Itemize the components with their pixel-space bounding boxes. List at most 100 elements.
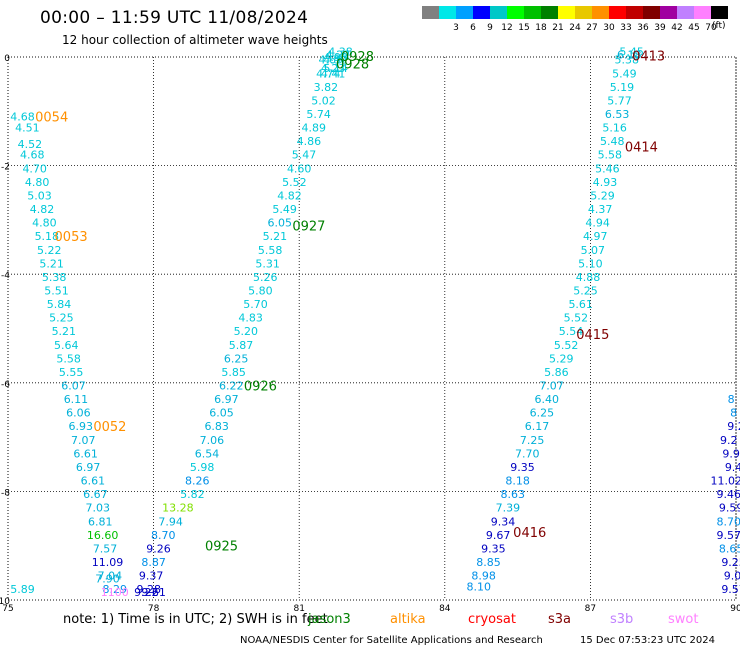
pass-number-label: 0928 [341,50,374,65]
wave-height-value: 4.74 [316,67,341,80]
wave-height-value: 4.23 [321,62,346,75]
lat-tick-label: -10 [0,597,10,607]
color-scale-swatch [643,6,660,19]
pass-number-label: 0416 [513,526,546,541]
lon-tick-label: 78 [148,604,160,614]
pass-number-label: 0415 [576,328,609,343]
wave-height-value: 8.29 [103,583,128,596]
wave-height-value: 4.80 [32,217,57,230]
wave-height-value: 6.18 [617,48,642,61]
wave-height-value: 8.87 [141,556,166,569]
lon-tick-label: 75 [2,604,13,614]
note-text: note: 1) Time is in UTC; 2) SWH is in fe… [63,612,328,627]
map-subtitle: 12 hour collection of altimeter wave hei… [62,33,328,47]
pass-number-label: 0054 [35,111,68,126]
pass-number-label: 0925 [205,540,238,555]
wave-height-value: 8.98 [471,570,496,583]
wave-height-value: 6.83 [204,420,229,433]
wave-height-value: 8.63 [500,488,525,501]
wave-height-value: 5.49 [272,203,297,216]
wave-height-value: 6.81 [88,515,113,528]
wave-height-value: 8.70 [151,529,176,542]
wave-height-value: 9.67 [486,529,511,542]
wave-height-value: 5.22 [37,244,62,257]
wave-height-value: 5.46 [595,162,620,175]
wave-height-value: 6.05 [268,217,293,230]
wave-height-value: 5.54 [559,325,584,338]
color-scale-label: 9 [487,23,493,33]
wave-height-value: 5.31 [255,257,280,270]
pass-number-label: 0413 [632,49,665,64]
mission-cryosat: cryosat [468,612,516,627]
pass-number-label: 0927 [292,219,325,234]
pass-number-label: 0052 [93,420,126,435]
color-scale-swatch [609,6,626,19]
wave-height-value: 9.46 [716,488,740,501]
wave-height-value: 8 [730,407,737,420]
mission-s3a: s3a [548,612,572,627]
color-scale-label: 33 [620,23,631,33]
wave-height-value: 4.94 [585,217,610,230]
color-scale-swatch [456,6,473,19]
wave-height-value: 5.38 [42,271,67,284]
wave-height-value: 9.59 [719,502,740,515]
wave-height-value: 6.05 [209,407,234,420]
wave-height-value: 6.97 [76,461,101,474]
wave-height-value: 5.58 [258,244,283,257]
wave-height-value: 6.25 [530,407,555,420]
color-scale-label: 3 [453,23,459,33]
wave-height-value: 5.29 [590,189,615,202]
map-title: 00:00 – 11:59 UTC 11/08/2024 [40,8,309,28]
wave-height-value: 5.82 [180,488,205,501]
wave-height-value: 6.40 [534,393,559,406]
color-scale-legend: 3 6 9 12 15 18 21 24 27 30 33 36 39 42 45 70 [422,6,728,33]
color-scale-label: 24 [569,23,581,33]
wave-height-value: 5.64 [54,339,79,352]
wave-height-value: 6.07 [61,380,86,393]
color-scale-swatch [575,6,592,19]
color-scale-label: 70 [705,23,717,33]
wave-height-value: 4.68 [10,111,35,124]
color-scale-swatch [660,6,677,19]
wave-height-value: 5.25 [49,312,74,325]
wave-height-value: 5.52 [282,176,307,189]
wave-height-value: 9.57 [716,529,740,542]
wave-height-value: 9.35 [481,542,506,555]
wave-height-value: 8.65 [719,542,740,555]
wave-height-value: 5.18 [35,230,60,243]
color-scale-swatch [694,6,711,19]
wave-height-value: 4.41 [321,67,346,80]
lat-tick-label: -4 [1,271,10,281]
wave-height-value: 9.28 [136,583,161,596]
wave-height-value: 4.69 [318,54,343,67]
wave-height-value: 9.2 [720,434,738,447]
wave-height-value: 5.58 [598,149,623,162]
wave-height-value: 7.07 [539,380,564,393]
lon-tick-label: 81 [293,604,304,614]
wave-height-value: 5.48 [600,135,625,148]
wave-height-value: 5.58 [56,352,81,365]
wave-height-value: 5.77 [607,94,632,107]
wave-height-value: 8.85 [476,556,501,569]
wave-height-value: 5.52 [554,339,579,352]
lon-tick-label: 87 [585,604,596,614]
wave-height-value: 6.17 [525,420,550,433]
wave-height-value: 5.80 [248,284,273,297]
wave-height-value: 5.19 [610,81,635,94]
wave-height-value: 11.02 [711,475,740,488]
lat-tick-label: 0 [4,54,10,64]
wave-height-value: 5.29 [549,352,574,365]
wave-height-value: 6.25 [224,352,249,365]
wave-height-value: 6.93 [69,420,94,433]
map-frame [7,56,737,601]
wave-height-value: 4.88 [576,271,601,284]
wave-height-value: 9.37 [139,570,164,583]
wave-height-value: 7.07 [71,434,96,447]
wave-height-value: 8.10 [467,580,492,593]
mission-s3b: s3b [610,612,634,627]
wave-height-value: 5.89 [10,583,35,596]
wave-height-value: 6.67 [83,488,108,501]
wave-height-value: 9.05 [724,570,740,583]
